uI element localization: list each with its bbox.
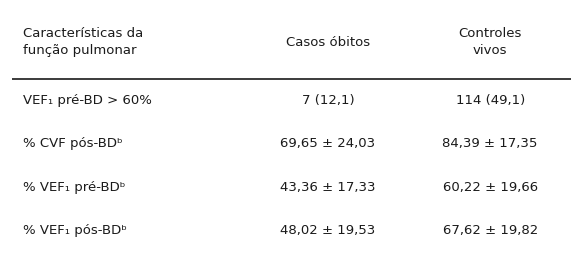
Text: 67,62 ± 19,82: 67,62 ± 19,82 — [442, 224, 538, 237]
Text: 48,02 ± 19,53: 48,02 ± 19,53 — [280, 224, 375, 237]
Text: % VEF₁ pós-BDᵇ: % VEF₁ pós-BDᵇ — [23, 224, 127, 237]
Text: 60,22 ± 19,66: 60,22 ± 19,66 — [442, 181, 538, 194]
Text: Casos óbitos: Casos óbitos — [286, 36, 370, 49]
Text: Características da
função pulmonar: Características da função pulmonar — [23, 27, 143, 57]
Text: 7 (12,1): 7 (12,1) — [301, 94, 354, 107]
Text: 43,36 ± 17,33: 43,36 ± 17,33 — [280, 181, 375, 194]
Text: VEF₁ pré-BD > 60%: VEF₁ pré-BD > 60% — [23, 94, 152, 107]
Text: % VEF₁ pré-BDᵇ: % VEF₁ pré-BDᵇ — [23, 181, 125, 194]
Text: 114 (49,1): 114 (49,1) — [455, 94, 525, 107]
Text: 84,39 ± 17,35: 84,39 ± 17,35 — [442, 137, 538, 150]
Text: Controles
vivos: Controles vivos — [458, 27, 522, 57]
Text: % CVF pós-BDᵇ: % CVF pós-BDᵇ — [23, 137, 122, 150]
Text: 69,65 ± 24,03: 69,65 ± 24,03 — [280, 137, 375, 150]
